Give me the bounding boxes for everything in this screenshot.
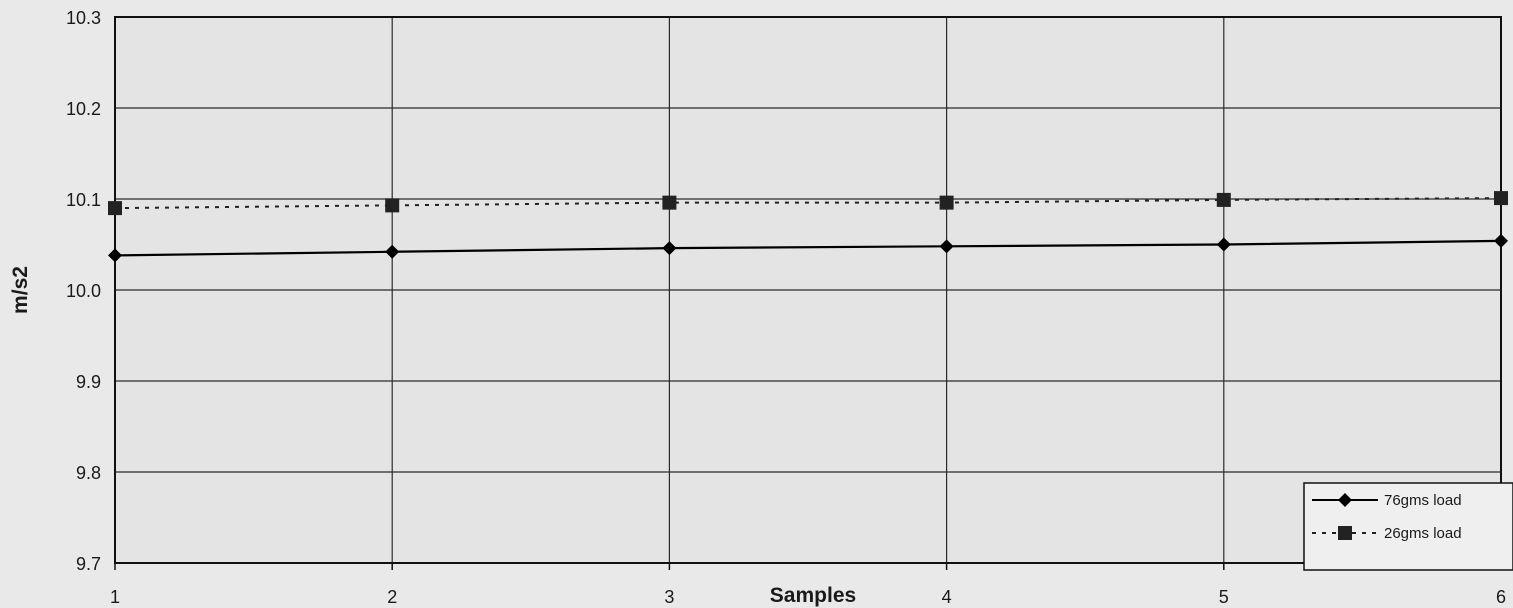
data-point [1494,191,1508,206]
legend-marker [1338,493,1352,507]
data-point [662,195,677,210]
series-1 [108,233,1508,263]
y-tick-label: 10.1 [66,190,101,210]
x-tick-label: 2 [387,587,397,607]
legend-label: 76gms load [1384,492,1462,509]
x-tick-label: 1 [110,587,120,607]
legend: 76gms load 26gms load [1303,482,1513,571]
data-point [108,248,122,263]
x-axis-title: Samples [770,584,856,607]
y-tick-label: 9.8 [76,463,101,483]
x-tick-label: 4 [942,587,952,607]
legend-marker [1338,526,1352,540]
x-tick-label: 3 [664,587,674,607]
x-tick-label: 5 [1219,587,1229,607]
data-point [1216,237,1231,252]
series-line [114,197,1502,210]
data-point [1494,233,1508,248]
legend-label: 26gms load [1384,525,1462,542]
data-point [662,241,677,256]
y-tick-label: 10.3 [66,8,101,28]
data-point [385,244,400,259]
data-point [939,195,954,210]
data-point [1216,192,1231,207]
data-point [385,198,400,213]
series-layer [108,191,1508,263]
y-tick-label: 9.7 [76,554,101,574]
y-axis-title: m/s2 [9,266,32,314]
series-line [114,239,1502,257]
series-2 [108,191,1508,216]
y-axis-ticks: 9.7 9.8 9.9 10.0 10.1 10.2 10.3 [66,8,101,574]
y-tick-label: 9.9 [76,372,101,392]
y-tick-label: 10.0 [66,281,101,301]
x-tick-label: 6 [1496,587,1506,607]
plot-border [114,16,1502,564]
data-point [108,201,122,216]
data-point [939,239,954,254]
y-tick-label: 10.2 [66,99,101,119]
